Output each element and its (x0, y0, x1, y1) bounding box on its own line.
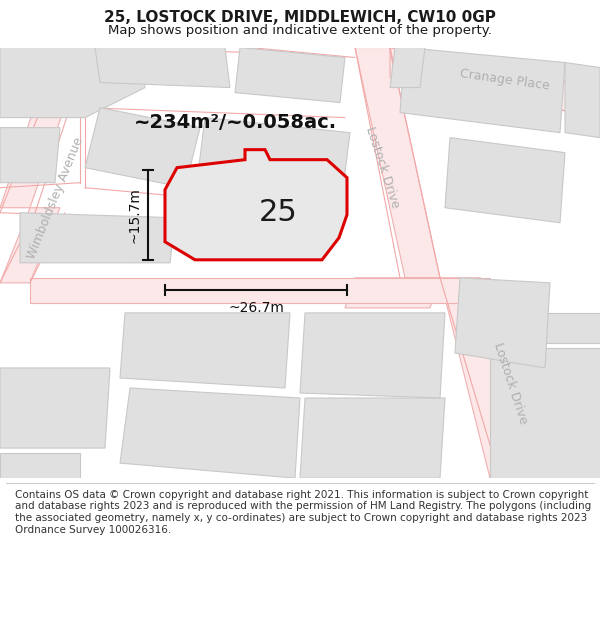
Polygon shape (0, 48, 85, 208)
Polygon shape (0, 127, 60, 182)
Text: Lostock Drive: Lostock Drive (362, 125, 401, 210)
Polygon shape (355, 48, 440, 278)
Text: ~234m²/~0.058ac.: ~234m²/~0.058ac. (133, 113, 337, 132)
Polygon shape (345, 278, 440, 308)
Polygon shape (120, 313, 290, 388)
Polygon shape (390, 48, 600, 118)
Polygon shape (490, 313, 600, 343)
Polygon shape (85, 107, 200, 188)
Polygon shape (20, 213, 175, 262)
Polygon shape (440, 278, 530, 478)
Text: Map shows position and indicative extent of the property.: Map shows position and indicative extent… (108, 24, 492, 37)
Text: Cranage Place: Cranage Place (459, 67, 551, 92)
Text: Wimboldsley Avenue: Wimboldsley Avenue (25, 135, 85, 261)
Text: Lostock Drive: Lostock Drive (491, 341, 529, 426)
Polygon shape (30, 278, 490, 303)
Polygon shape (165, 149, 347, 260)
Polygon shape (0, 48, 145, 118)
Text: Contains OS data © Crown copyright and database right 2021. This information is : Contains OS data © Crown copyright and d… (15, 490, 591, 534)
Text: 25: 25 (259, 198, 298, 228)
Polygon shape (400, 48, 565, 132)
Polygon shape (120, 388, 300, 478)
Polygon shape (490, 348, 600, 478)
Polygon shape (565, 62, 600, 138)
Text: ~15.7m: ~15.7m (127, 187, 141, 242)
Polygon shape (300, 398, 445, 478)
Text: ~26.7m: ~26.7m (228, 301, 284, 315)
Polygon shape (195, 118, 350, 212)
Polygon shape (0, 453, 80, 478)
Text: 25, LOSTOCK DRIVE, MIDDLEWICH, CW10 0GP: 25, LOSTOCK DRIVE, MIDDLEWICH, CW10 0GP (104, 11, 496, 26)
Polygon shape (0, 368, 110, 448)
Polygon shape (95, 48, 230, 88)
Polygon shape (455, 278, 550, 368)
Polygon shape (390, 48, 425, 88)
Polygon shape (445, 138, 565, 222)
Polygon shape (0, 208, 60, 283)
Polygon shape (235, 48, 345, 102)
Polygon shape (300, 313, 445, 398)
